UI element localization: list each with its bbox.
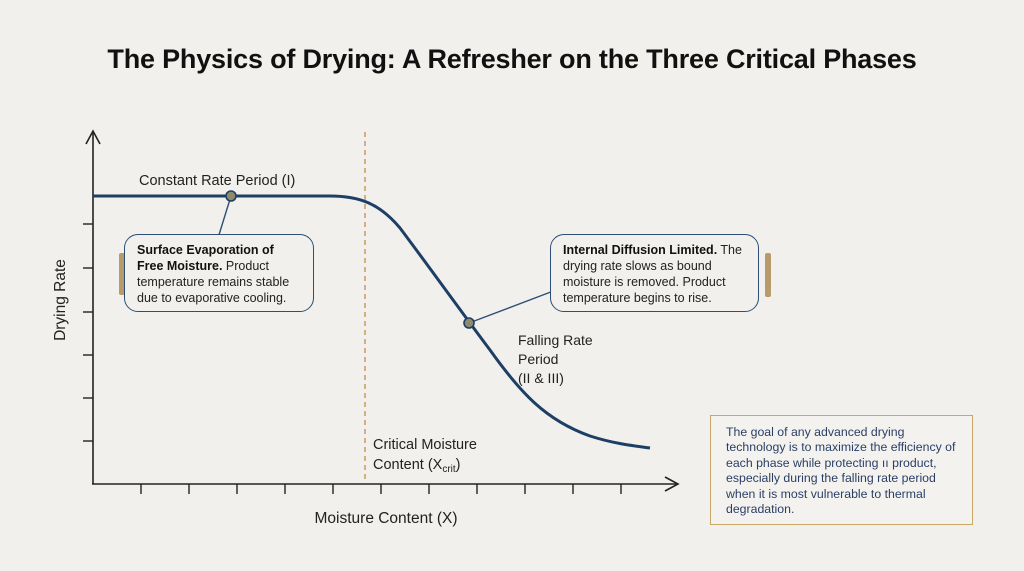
y-ticks [83,223,93,442]
x-axis-arrowhead [664,476,680,492]
x-axis-label: Moisture Content (X) [315,510,458,527]
drying-rate-curve [93,194,651,450]
callout-left-heading: Surface Evaporation of Free Moisture. [137,243,274,273]
falling-rate-label-line2: Period [518,351,558,367]
constant-rate-label: Constant Rate Period (I) [139,173,295,189]
callout-surface-evaporation: Surface Evaporation of Free Moisture. Pr… [124,234,314,312]
callout-right-body: The drying rate slows as bound moisture … [563,243,742,305]
callout-left-body: Product temperature remains stable due t… [137,259,290,305]
y-axis-arrowhead [85,129,101,145]
y-axis-label: Drying Rate [52,259,69,341]
goal-note-box: The goal of any advanced drying technolo… [710,415,973,525]
critical-label-subscript: crit [442,464,456,475]
callout-internal-diffusion: Internal Diffusion Limited. The drying r… [550,234,759,312]
callout-right-accent [765,253,771,297]
callout-left-accent [119,253,125,295]
callout-right-heading: Internal Diffusion Limited. [563,243,718,257]
callout-left-pointer [217,195,232,239]
falling-rate-marker [463,317,475,329]
falling-rate-label-line3: (II & III) [518,370,564,386]
critical-label-suffix: ) [456,457,461,473]
callout-right-pointer [468,289,557,324]
critical-moisture-label-line2: Content (Xcrit) [373,457,461,475]
critical-moisture-label-line1: Critical Moisture [373,437,477,453]
falling-rate-label-line1: Falling Rate [518,332,593,348]
constant-rate-marker [225,190,237,202]
x-ticks [140,484,622,494]
critical-label-prefix: Content (X [373,457,443,473]
page-title: The Physics of Drying: A Refresher on th… [107,44,917,74]
